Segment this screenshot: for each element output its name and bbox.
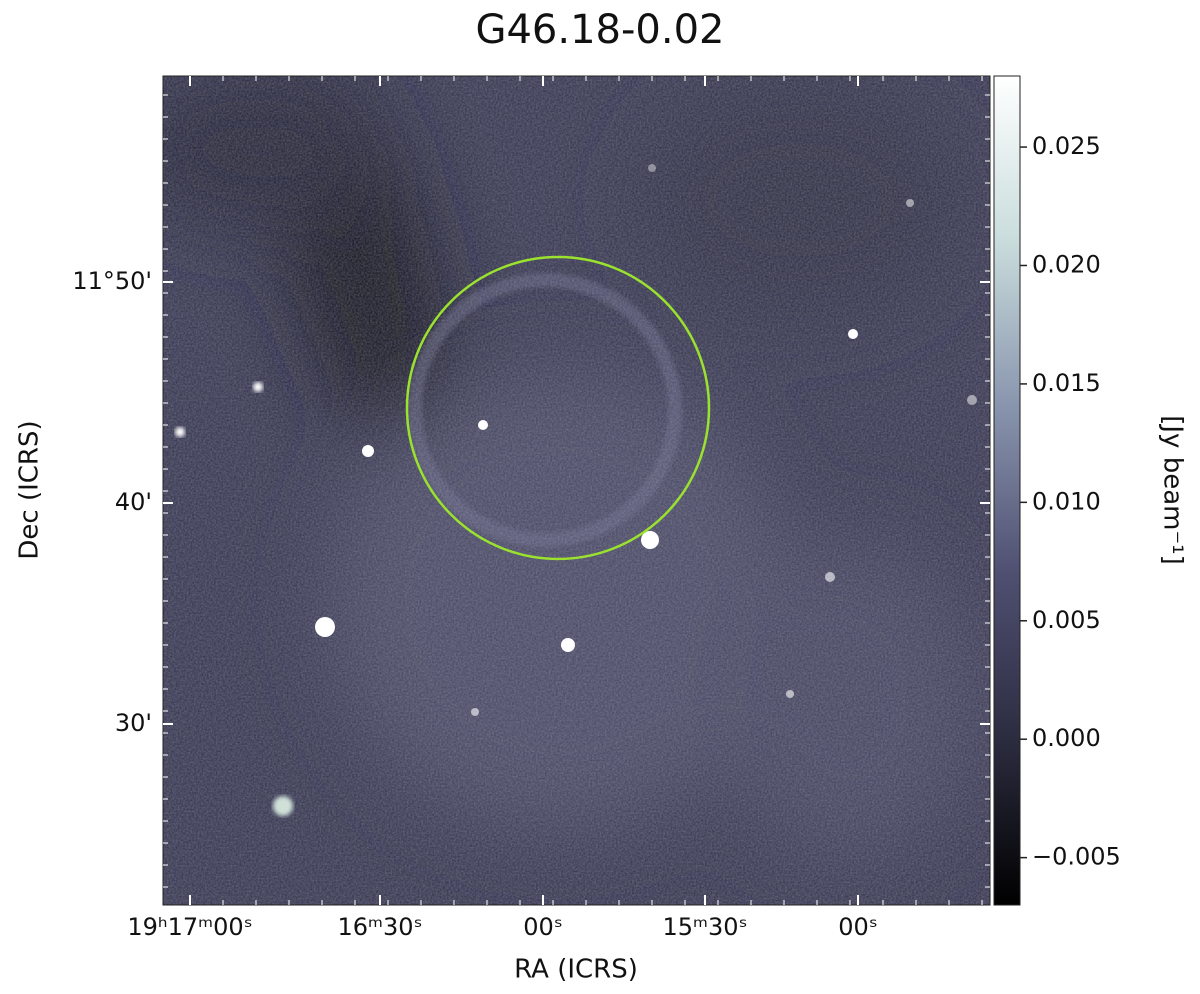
y-tick-label: 30' xyxy=(115,709,152,737)
colorbar-tick-label: 0.020 xyxy=(1032,250,1101,278)
sky-image xyxy=(163,76,990,905)
x-axis-label: RA (ICRS) xyxy=(514,955,638,985)
region-circle xyxy=(405,255,711,561)
colorbar-tick-label: 0.015 xyxy=(1032,369,1101,397)
colorbar-tick-label: 0.000 xyxy=(1032,724,1101,752)
y-tick-label: 40' xyxy=(115,488,152,516)
point-sources xyxy=(175,164,977,816)
colorbar-label: [Jy beam⁻¹] xyxy=(1158,415,1188,565)
colorbar-tick-label: −0.005 xyxy=(1032,843,1121,871)
chart-title: G46.18-0.02 xyxy=(475,7,724,53)
colorbar-tick-label: 0.005 xyxy=(1032,606,1101,634)
x-tick-label: 19ʰ17ᵐ00ˢ xyxy=(127,913,252,941)
colorbar-tick-label: 0.025 xyxy=(1032,132,1101,160)
y-axis-label: Dec (ICRS) xyxy=(15,420,45,559)
x-tick-label: 15ᵐ30ˢ xyxy=(663,913,748,941)
colorbar xyxy=(993,75,1021,906)
colorbar-tick-label: 0.010 xyxy=(1032,487,1101,515)
y-tick-label: 11°50' xyxy=(72,267,152,295)
x-tick-label: 00ˢ xyxy=(523,913,563,941)
x-tick-label: 16ᵐ30ˢ xyxy=(338,913,423,941)
x-tick-label: 00ˢ xyxy=(838,913,878,941)
